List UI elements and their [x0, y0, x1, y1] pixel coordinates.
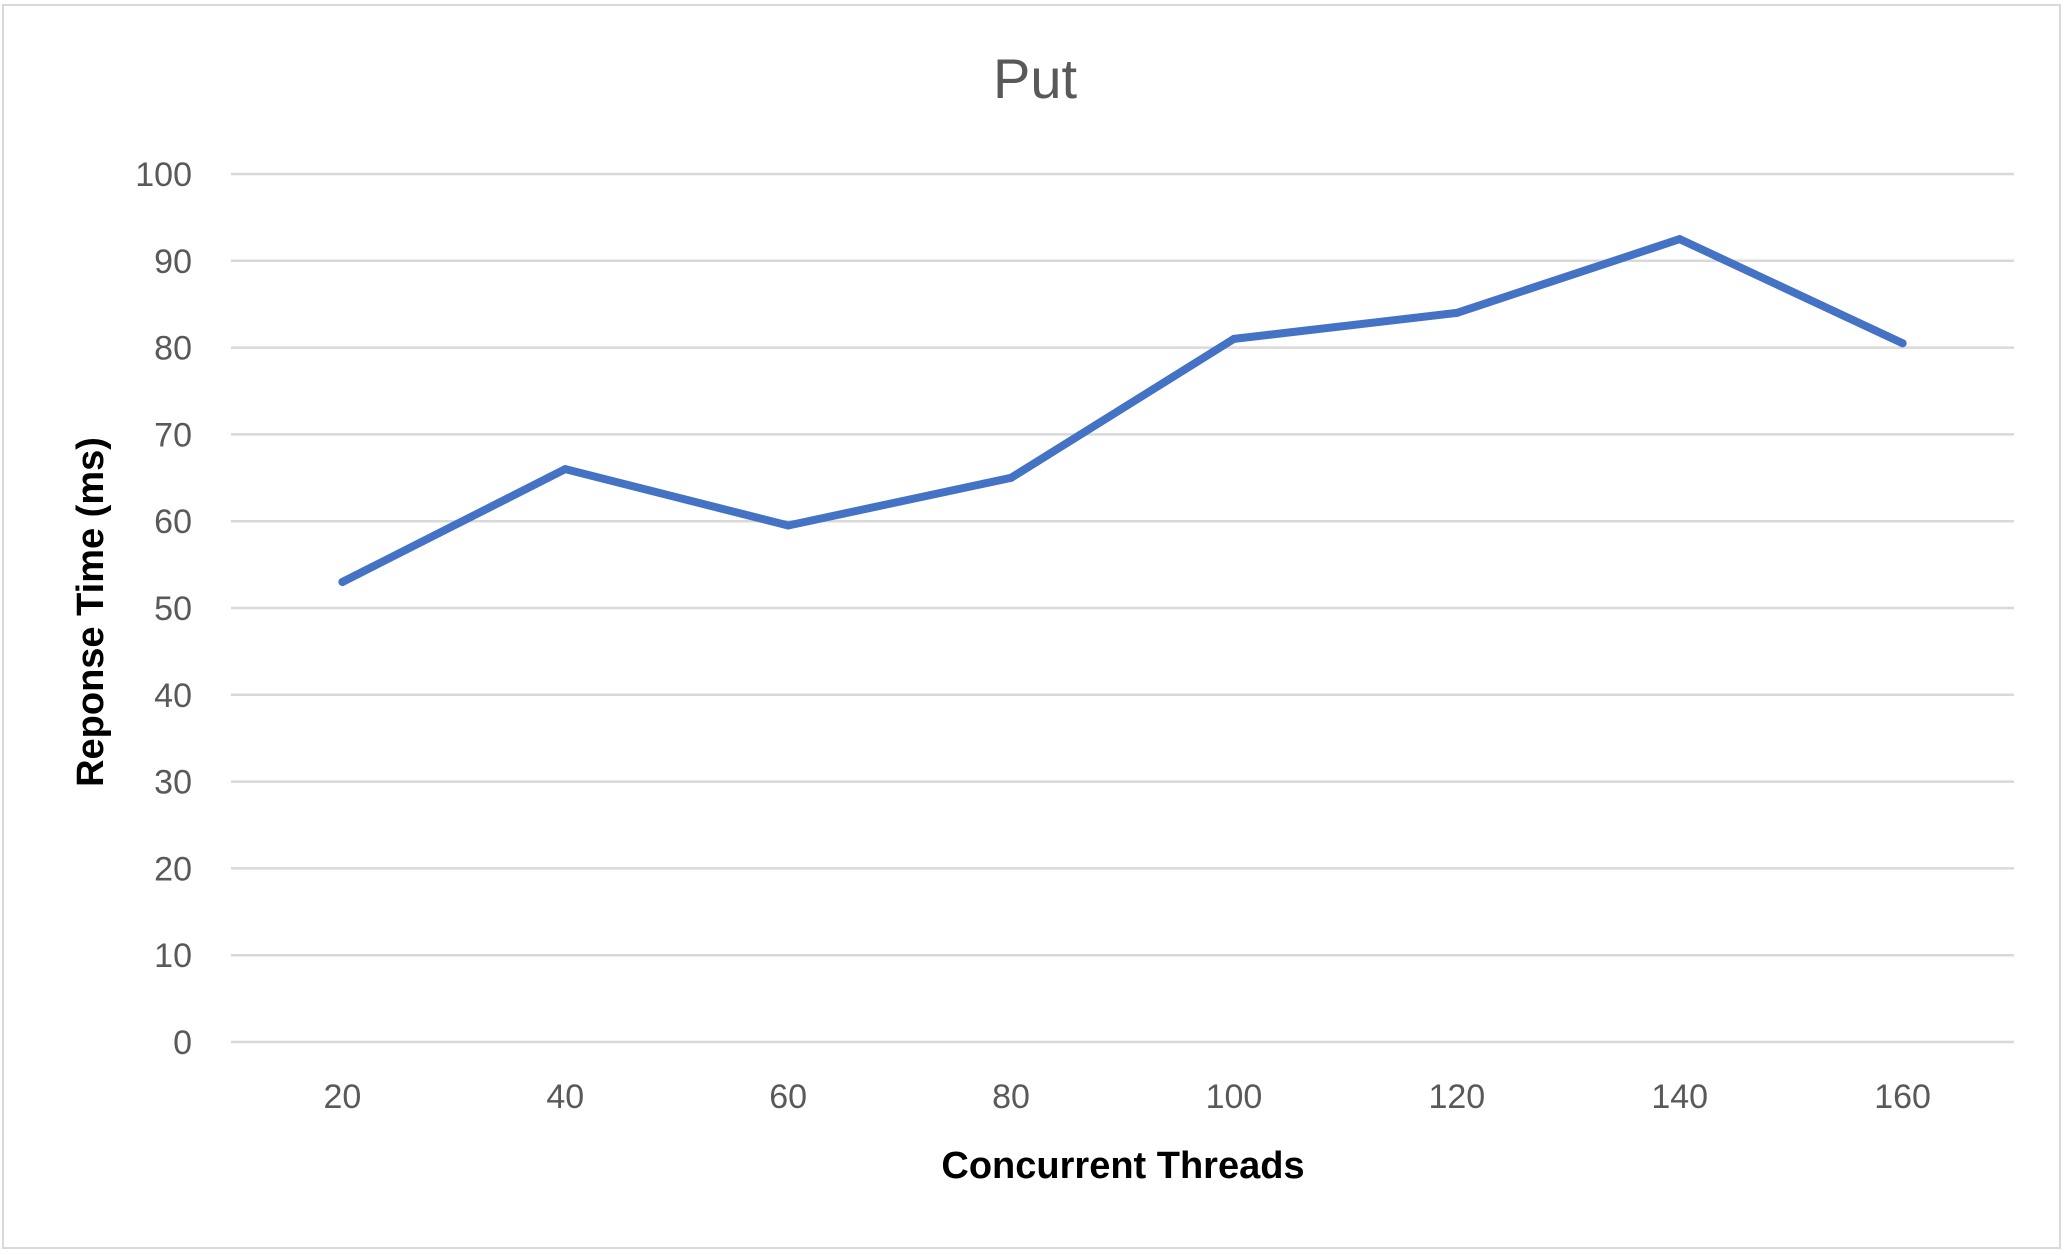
- data-point: [1675, 235, 1684, 244]
- data-point: [1898, 339, 1907, 348]
- data-point: [1229, 334, 1238, 343]
- y-tick-label: 90: [154, 243, 192, 281]
- y-tick-label: 70: [154, 416, 192, 454]
- data-point: [1007, 473, 1016, 482]
- y-tick-label: 80: [154, 330, 192, 368]
- x-tick-label: 100: [1206, 1078, 1263, 1116]
- y-axis-ticks: 0 10 20 30 40 50 60 70 80 90 100: [135, 156, 192, 1062]
- y-tick-label: 60: [154, 503, 192, 541]
- x-axis-title: Concurrent Threads: [941, 1145, 1304, 1187]
- data-point: [561, 465, 570, 474]
- series-layer: [338, 235, 1907, 586]
- x-tick-label: 60: [769, 1078, 807, 1116]
- x-tick-label: 20: [324, 1078, 362, 1116]
- x-tick-label: 80: [992, 1078, 1030, 1116]
- y-tick-label: 30: [154, 764, 192, 802]
- data-point: [784, 521, 793, 530]
- chart-title: Put: [993, 47, 1077, 110]
- y-tick-label: 20: [154, 850, 192, 888]
- x-tick-label: 160: [1874, 1078, 1931, 1116]
- y-tick-label: 100: [135, 156, 192, 194]
- y-tick-label: 0: [173, 1024, 192, 1062]
- data-point: [1452, 308, 1461, 317]
- y-tick-label: 50: [154, 590, 192, 628]
- y-axis-title: Reponse Time (ms): [70, 437, 112, 787]
- series-line-0: [338, 235, 1907, 586]
- x-tick-label: 40: [546, 1078, 584, 1116]
- y-tick-label: 10: [154, 937, 192, 975]
- data-point: [338, 577, 347, 586]
- x-axis-ticks: 20 40 60 80 100 120 140 160: [324, 1078, 1931, 1116]
- x-tick-label: 140: [1651, 1078, 1708, 1116]
- y-tick-label: 40: [154, 677, 192, 715]
- gridlines: [231, 172, 2014, 1044]
- x-tick-label: 120: [1428, 1078, 1485, 1116]
